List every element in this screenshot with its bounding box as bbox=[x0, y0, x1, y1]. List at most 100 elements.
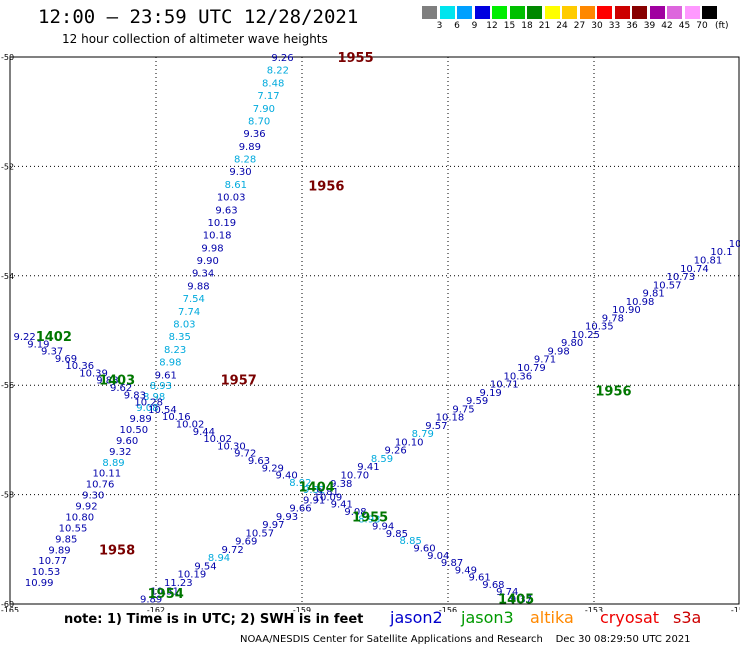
wave-height-label: 9.04 bbox=[427, 551, 449, 562]
wave-height-label: 9.57 bbox=[425, 421, 447, 432]
legend-swatch bbox=[579, 6, 595, 19]
wave-height-label: 10.18 bbox=[203, 231, 232, 242]
wave-height-label: 8.70 bbox=[248, 116, 270, 127]
wave-height-label: 10.18 bbox=[436, 413, 465, 424]
legend-swatch bbox=[527, 6, 542, 19]
wave-height-label: 9.66 bbox=[289, 504, 311, 515]
legend-label: 30 bbox=[591, 21, 603, 31]
wave-height-label: 9.89 bbox=[239, 142, 261, 153]
wave-height-label: 9.68 bbox=[482, 580, 504, 591]
wave-height-label: 9.40 bbox=[275, 471, 297, 482]
wave-height-label: 10.03 bbox=[217, 193, 246, 204]
wave-height-label: 10 bbox=[729, 239, 740, 250]
wave-height-label: 10.16 bbox=[162, 412, 191, 423]
legend-swatch bbox=[509, 6, 525, 19]
wave-height-label: 9.08 bbox=[344, 507, 366, 518]
wave-height-label: 7.54 bbox=[183, 294, 205, 305]
wave-height-label: 9.30 bbox=[82, 491, 104, 502]
legend-label: 12 bbox=[486, 21, 498, 31]
footer-credit: NOAA/NESDIS Center for Satellite Applica… bbox=[240, 634, 691, 645]
wave-height-label: 9.87 bbox=[441, 558, 463, 569]
legend-swatch bbox=[649, 6, 665, 19]
legend-swatch bbox=[614, 6, 630, 19]
wave-height-label: 9.38 bbox=[330, 479, 352, 490]
wave-height-label: 8.59 bbox=[371, 454, 393, 465]
wave-height-label: 9.63 bbox=[215, 205, 237, 216]
legend-label: 18 bbox=[521, 21, 533, 31]
wave-height-label: 9.36 bbox=[243, 129, 265, 140]
y-tick-label: -58 bbox=[1, 491, 14, 500]
wave-height-label: 10.76 bbox=[86, 480, 115, 491]
wave-height-label: 9.92 bbox=[75, 502, 97, 513]
wave-height-label: 10.98 bbox=[626, 297, 655, 308]
wave-height-label: 10.54 bbox=[148, 405, 177, 416]
wave-height-label: 10.35 bbox=[585, 322, 614, 333]
pass-time-label: 1958 bbox=[99, 543, 135, 558]
wave-height-label: 10.50 bbox=[120, 425, 149, 436]
satellite-name: jason2 bbox=[390, 608, 443, 627]
wave-height-label: 10.19 bbox=[178, 570, 207, 581]
wave-height-label: 9.80 bbox=[561, 338, 583, 349]
wave-height-label: 9.69 bbox=[235, 537, 257, 548]
legend-swatch bbox=[684, 6, 700, 19]
wave-height-label: 10.77 bbox=[38, 556, 67, 567]
legend-label: 45 bbox=[678, 21, 691, 31]
wave-height-label: 7.90 bbox=[253, 104, 275, 115]
wave-height-label: 8.22 bbox=[267, 66, 289, 77]
wave-height-label: 8.23 bbox=[164, 345, 186, 356]
wave-height-label: 10.36 bbox=[65, 361, 94, 372]
legend-swatch bbox=[702, 6, 717, 19]
wave-height-label: 11.23 bbox=[164, 578, 193, 589]
wave-height-label: 10.09 bbox=[314, 492, 343, 503]
wave-height-label: 10.71 bbox=[490, 380, 519, 391]
wave-height-label: 8.93 bbox=[358, 514, 380, 525]
wave-height-label: 8.92 bbox=[289, 478, 311, 489]
legend-label: 27 bbox=[573, 21, 586, 31]
wave-height-label: 9.63 bbox=[248, 456, 270, 467]
wave-height-label: 9.26 bbox=[271, 53, 293, 64]
wave-height-label: 9.97 bbox=[262, 520, 284, 531]
pass-time-label: 1955 bbox=[352, 510, 388, 525]
wave-height-label: 10.39 bbox=[79, 368, 108, 379]
wave-height-label: 9.54 bbox=[194, 561, 216, 572]
chart-title: 12:00 – 23:59 UTC 12/28/2021 bbox=[38, 6, 359, 28]
wave-height-label: 10.73 bbox=[666, 272, 695, 283]
wave-height-label: 10.79 bbox=[517, 363, 546, 374]
chart-subtitle: 12 hour collection of altimeter wave hei… bbox=[62, 32, 328, 46]
wave-height-label: 9.91 bbox=[303, 495, 325, 506]
x-tick-label: -150 bbox=[731, 606, 740, 612]
wave-height-label: 10.53 bbox=[32, 567, 61, 578]
footer-note: note: 1) Time is in UTC; 2) SWH is in fe… bbox=[64, 612, 364, 627]
wave-height-label: 9.89 bbox=[140, 595, 162, 606]
wave-height-label: 9.85 bbox=[55, 534, 77, 545]
y-tick-label: -54 bbox=[1, 272, 14, 281]
y-tick-label: -52 bbox=[1, 162, 14, 171]
legend-label: 21 bbox=[538, 21, 551, 31]
wave-height-label: 8.79 bbox=[412, 429, 434, 440]
pass-time-label: 1956 bbox=[595, 385, 631, 400]
y-tick-label: -56 bbox=[1, 381, 14, 390]
wave-height-label: 9.88 bbox=[187, 281, 209, 292]
wave-height-label: 9.89 bbox=[48, 545, 70, 556]
wave-height-label: 9.71 bbox=[534, 355, 556, 366]
x-tick-label: -165 bbox=[1, 606, 19, 612]
wave-height-label: 9.89 bbox=[129, 414, 151, 425]
satellite-name: jason3 bbox=[461, 608, 514, 627]
wave-height-label: 9.62 bbox=[110, 383, 132, 394]
legend-unit: (ft) bbox=[715, 21, 729, 31]
wave-height-label: 9.37 bbox=[41, 347, 63, 358]
legend-swatch bbox=[492, 6, 507, 19]
satellite-name: s3a bbox=[673, 608, 702, 627]
wave-height-label: 10.55 bbox=[59, 523, 88, 534]
altimeter-chart: -165 -162 -159 -156 -153 -150 -50 -52 -54 -56 -58 -… bbox=[1, 51, 740, 612]
wave-height-label: 9.44 bbox=[193, 427, 215, 438]
wave-height-label: 9.22 bbox=[13, 332, 35, 343]
pass-time-label: 1957 bbox=[221, 374, 257, 389]
wave-height-label: 10.30 bbox=[217, 441, 246, 452]
wave-height-label: 9.59 bbox=[466, 396, 488, 407]
wave-height-label: 9.32 bbox=[303, 485, 325, 496]
wave-height-label: 9.75 bbox=[452, 404, 474, 415]
wave-height-label: 10.57 bbox=[245, 528, 274, 539]
wave-height-label: 8.61 bbox=[225, 180, 247, 191]
wave-height-label: 8.03 bbox=[173, 319, 195, 330]
